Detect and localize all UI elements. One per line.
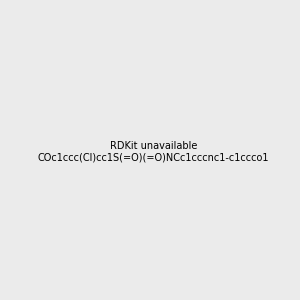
Text: RDKit unavailable
COc1ccc(Cl)cc1S(=O)(=O)NCc1cccnc1-c1ccco1: RDKit unavailable COc1ccc(Cl)cc1S(=O)(=O… <box>38 141 269 162</box>
